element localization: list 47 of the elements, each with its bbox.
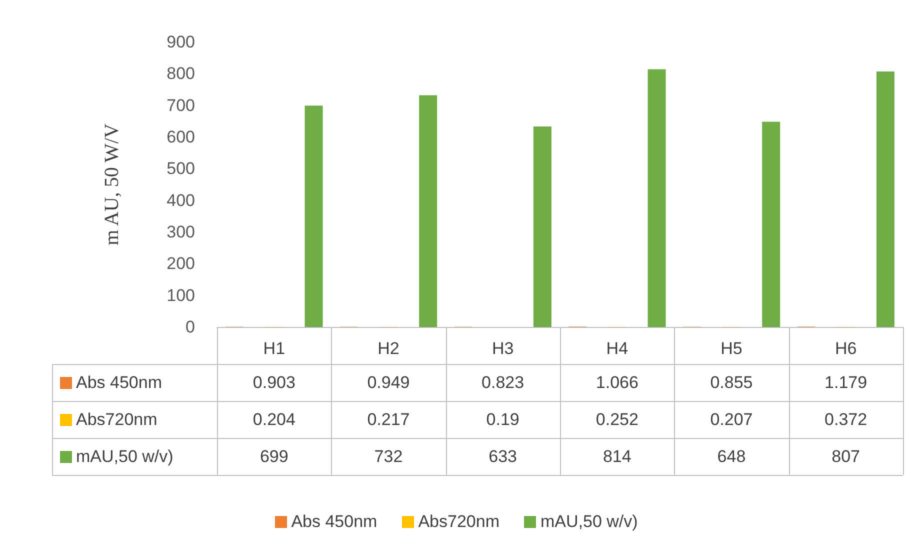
- legend-label: mAU,50 w/v): [75, 446, 174, 468]
- data-label: 699: [258, 446, 290, 468]
- data-label: 1.179: [824, 372, 868, 394]
- y-tick-label: 300: [166, 222, 195, 242]
- data-label: 0.903: [252, 372, 296, 394]
- bar: [533, 126, 552, 327]
- text: Abs720nm: [418, 512, 500, 531]
- data-label: 648: [716, 446, 747, 468]
- legend-label: Abs720nm: [75, 408, 158, 430]
- x-tick-label: H5: [720, 339, 742, 358]
- data-label: 0.204: [252, 408, 296, 430]
- data-label: 732: [373, 446, 404, 468]
- bar: [876, 71, 894, 327]
- data-label: 0.823: [480, 372, 526, 394]
- y-tick-label: 700: [166, 96, 195, 115]
- data-label: 1.066: [594, 372, 640, 394]
- data-label: 633: [488, 446, 518, 468]
- y-tick-label: 400: [166, 190, 195, 210]
- data-label: 0.19: [485, 408, 520, 430]
- y-tick-label: 900: [166, 32, 195, 52]
- bar: [762, 122, 780, 327]
- y-tick-label: 800: [166, 64, 195, 84]
- data-label: 0.207: [709, 408, 754, 430]
- x-tick-label: H6: [834, 339, 857, 358]
- data-label: 0.217: [366, 408, 411, 430]
- data-label: 0.252: [594, 408, 640, 430]
- y-tick-label: 600: [166, 128, 195, 146]
- bar: [304, 106, 323, 327]
- bar: [419, 95, 438, 327]
- y-tick-label: 200: [166, 254, 195, 274]
- bar: [648, 69, 666, 327]
- x-tick-label: H1: [263, 339, 286, 358]
- data-label: 0.372: [824, 408, 868, 430]
- data-label: 0.949: [366, 372, 411, 394]
- x-tick-label: H2: [378, 339, 400, 358]
- x-tick-label: H3: [492, 339, 514, 358]
- data-label: 0.855: [709, 372, 754, 394]
- legend-label: Abs 450nm: [75, 372, 162, 394]
- data-label: 814: [602, 446, 632, 468]
- text: Abs 450nm: [291, 512, 378, 531]
- y-axis-title: m AU, 50 W/V: [101, 123, 123, 246]
- y-tick-label: 0: [186, 318, 195, 336]
- text: mAU,50 w/v): [540, 512, 638, 531]
- data-label: 807: [830, 446, 861, 468]
- x-tick-label: H4: [606, 339, 628, 358]
- y-tick-label: 500: [166, 159, 195, 178]
- y-tick-label: 100: [166, 286, 195, 305]
